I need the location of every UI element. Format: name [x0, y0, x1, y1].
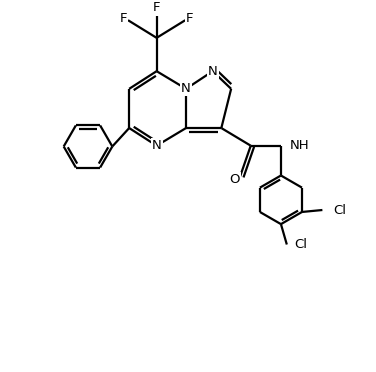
Text: NH: NH	[290, 139, 309, 152]
Text: F: F	[153, 1, 161, 14]
Text: N: N	[208, 65, 218, 78]
Text: N: N	[152, 139, 162, 152]
Text: F: F	[186, 12, 194, 25]
Text: O: O	[229, 173, 240, 186]
Text: N: N	[181, 82, 191, 95]
Text: Cl: Cl	[295, 238, 308, 251]
Text: F: F	[120, 12, 127, 25]
Text: Cl: Cl	[334, 203, 346, 217]
